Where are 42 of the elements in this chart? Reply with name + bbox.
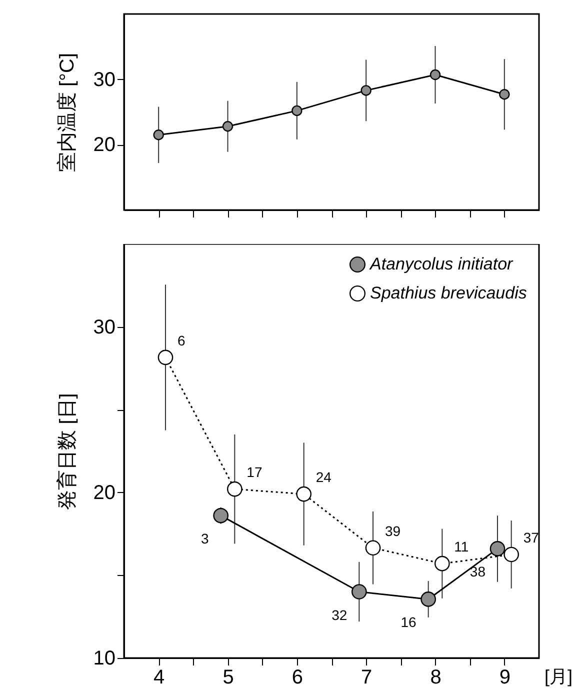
annotation: 39	[385, 522, 401, 539]
annotation: 11	[454, 538, 469, 555]
point	[365, 540, 381, 556]
point	[490, 541, 506, 556]
y-axis-title: 室内温度 [°C]	[55, 52, 78, 172]
annotation: 17	[246, 464, 262, 480]
point	[153, 130, 164, 140]
annotation: 16	[400, 614, 417, 630]
x-tick-label: 4	[154, 666, 165, 688]
point	[296, 486, 312, 502]
point	[430, 69, 441, 80]
annotation: 6	[178, 332, 186, 348]
point	[158, 350, 174, 366]
x-tick-label: 5	[222, 666, 234, 688]
point	[222, 121, 234, 132]
point	[420, 592, 436, 607]
x-tick-label: 7	[361, 666, 372, 688]
annotation: 24	[316, 469, 332, 486]
y-tick-label: 20	[93, 134, 116, 156]
annotation: 38	[470, 564, 486, 580]
y-axis-title: 発育日数 [日]	[55, 393, 78, 510]
y-tick-label: 10	[93, 648, 116, 670]
annotation: 3	[201, 530, 210, 547]
point	[360, 85, 372, 96]
point	[226, 481, 242, 497]
annotation: 37	[523, 530, 540, 546]
point	[351, 584, 367, 600]
annotation: 32	[332, 606, 348, 623]
y-tick-label: 30	[93, 68, 116, 91]
y-tick-label: 20	[93, 482, 116, 504]
y-tick-label: 30	[93, 316, 116, 338]
point	[504, 546, 520, 562]
x-tick-label: 9	[499, 666, 510, 688]
point	[499, 89, 510, 100]
point	[292, 105, 302, 116]
point	[213, 508, 229, 524]
legend-label: Atanycolus initiator	[369, 254, 514, 274]
x-tick-label: 8	[430, 666, 442, 688]
x-tick-label: 6	[292, 666, 303, 688]
point	[434, 556, 450, 572]
legend-label: Spathius brevicaudis	[370, 284, 528, 302]
x-axis-title: [月]	[544, 666, 573, 686]
